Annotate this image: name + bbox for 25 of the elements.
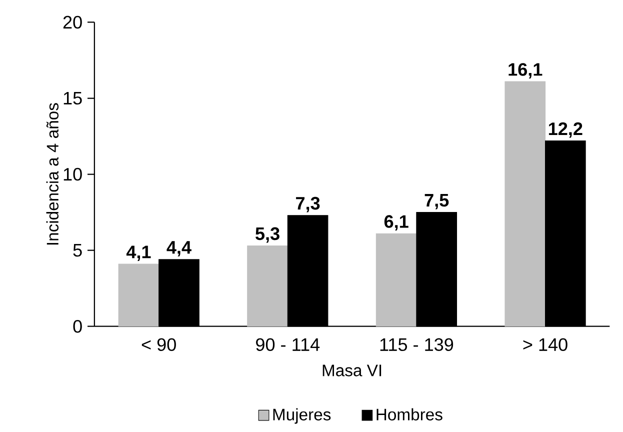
bar [376, 233, 417, 327]
x-tick-label: > 140 [523, 338, 568, 352]
data-label: 7,3 [296, 196, 320, 212]
data-label: 4,1 [126, 246, 151, 261]
x-axis-title: Masa VI [322, 364, 382, 376]
y-tick-label: 0 [73, 320, 82, 333]
data-label: 12,2 [548, 122, 582, 138]
data-label: 6,1 [384, 215, 408, 231]
data-label: 16,1 [508, 63, 542, 79]
bar [118, 264, 160, 327]
y-tick-label: 5 [73, 244, 82, 257]
x-tick-label: < 90 [142, 338, 176, 352]
bar [247, 246, 288, 327]
y-axis-title: Incidencia a 4 años [46, 103, 59, 245]
data-label: 7,5 [424, 194, 449, 210]
x-tick-label: 115 - 139 [380, 338, 454, 352]
bar [504, 81, 546, 327]
legend-label: Mujeres [273, 408, 331, 424]
x-tick-label: 90 - 114 [256, 338, 320, 352]
data-label: 4,4 [166, 241, 192, 256]
legend-label: Hombres [376, 408, 442, 420]
data-label: 5,3 [256, 227, 280, 243]
y-tick-label: 15 [64, 92, 82, 105]
y-tick-label: 20 [63, 16, 82, 29]
y-tick-label: 10 [64, 168, 82, 181]
